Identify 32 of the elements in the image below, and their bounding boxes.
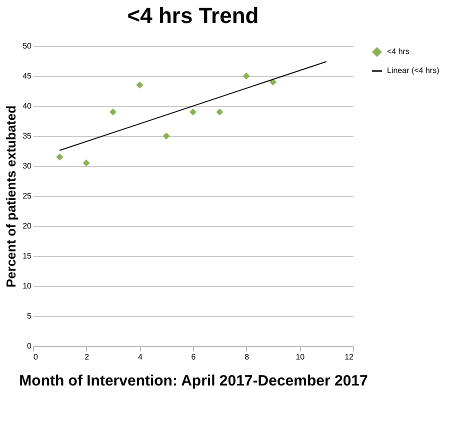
x-tick-label: 6 xyxy=(191,352,196,362)
x-tick-label: 0 xyxy=(34,352,38,362)
x-tick-label: 10 xyxy=(296,352,306,362)
y-tick-label: 25 xyxy=(22,192,32,200)
y-tick-label: 40 xyxy=(22,102,32,110)
y-axis-title: Percent of patients extubated xyxy=(4,105,19,288)
x-tick-label: 12 xyxy=(344,352,354,362)
point xyxy=(56,153,64,161)
y-tick-label: 35 xyxy=(22,132,32,140)
point xyxy=(216,108,224,116)
point xyxy=(136,81,144,89)
x-axis-title: Month of Intervention: April 2017-December 2017 xyxy=(19,372,368,390)
y-tick-label: 45 xyxy=(22,72,32,80)
y-tick-label: 15 xyxy=(22,252,32,260)
y-tick-label: 10 xyxy=(22,282,32,290)
point xyxy=(269,78,277,86)
legend-label: <4 hrs xyxy=(387,47,410,56)
chart-title: <4 hrs Trend xyxy=(127,3,259,28)
y-tick-label: 30 xyxy=(22,162,32,170)
y-tick-label: 0 xyxy=(27,342,32,350)
y-tick-label: 20 xyxy=(22,222,32,230)
x-tick-label: 8 xyxy=(244,352,250,362)
point xyxy=(162,132,170,140)
point xyxy=(109,108,117,116)
y-tick-label: 50 xyxy=(22,42,32,50)
point xyxy=(242,72,250,80)
x-tick-label: 4 xyxy=(138,352,143,362)
y-tick-label: 5 xyxy=(27,312,32,320)
point xyxy=(82,159,90,167)
point xyxy=(189,108,197,116)
legend-label: Linear (<4 hrs) xyxy=(387,66,440,75)
x-tick-label: 2 xyxy=(84,352,90,362)
